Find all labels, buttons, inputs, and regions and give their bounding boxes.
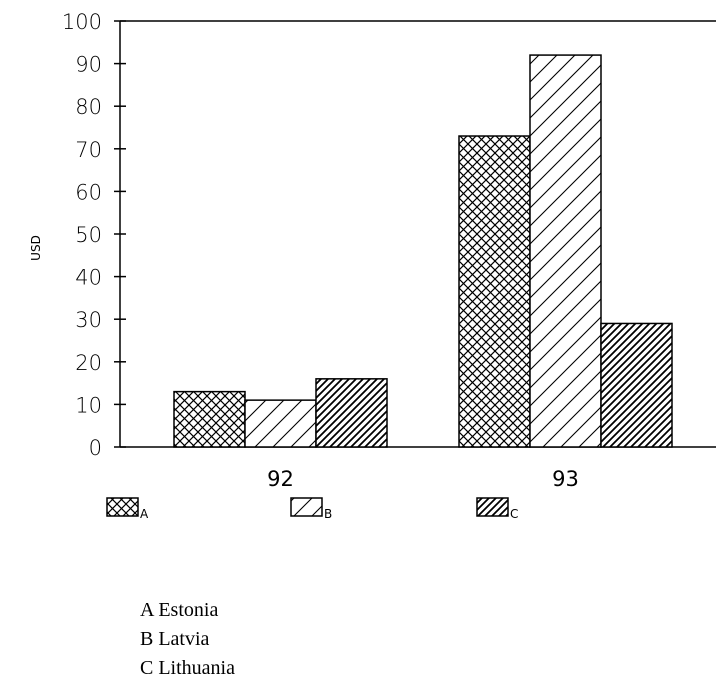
bar-b-92 [244,399,317,448]
y-tick-label: 40 [75,266,102,290]
bar-chart: 0 10 20 30 40 50 60 70 80 90 100 92 93 A B C USD [29,10,716,521]
legend-swatch-b [290,497,323,517]
bars [173,54,673,448]
note-line: A Estonia [140,599,219,621]
y-tick-label: 90 [75,53,102,77]
note-line: C Lithuania [140,657,235,679]
legend-label-b: B [324,507,332,521]
legend-swatch-a [106,497,139,517]
legend-notes: A Estonia B Latvia C Lithuania [140,596,235,683]
y-tick-label: 70 [75,138,102,162]
y-tick-label: 100 [62,10,102,34]
note-line: B Latvia [140,628,210,650]
y-tick-label: 10 [75,393,102,417]
legend-label-c: C [510,507,518,521]
y-axis-label: USD [29,235,43,261]
x-tick-label: 92 [267,467,294,491]
category-labels: 92 93 [267,467,579,491]
y-tick-label: 50 [75,223,102,247]
bar-c-92 [315,378,388,448]
y-tick-label: 20 [75,351,102,375]
bar-b-93 [529,54,602,448]
y-tick-label: 60 [75,180,102,204]
y-tick-label: 30 [75,308,102,332]
x-tick-label: 93 [552,467,579,491]
y-tick-label: 80 [75,95,102,119]
legend-swatch-c [476,497,509,517]
legend: A B C [106,497,518,521]
y-ticks: 0 10 20 30 40 50 60 70 80 90 100 [62,10,126,460]
y-tick-label: 0 [89,436,102,460]
legend-label-a: A [140,507,149,521]
bar-c-93 [600,322,673,448]
bar-a-92 [173,390,246,448]
bar-a-93 [458,135,531,448]
